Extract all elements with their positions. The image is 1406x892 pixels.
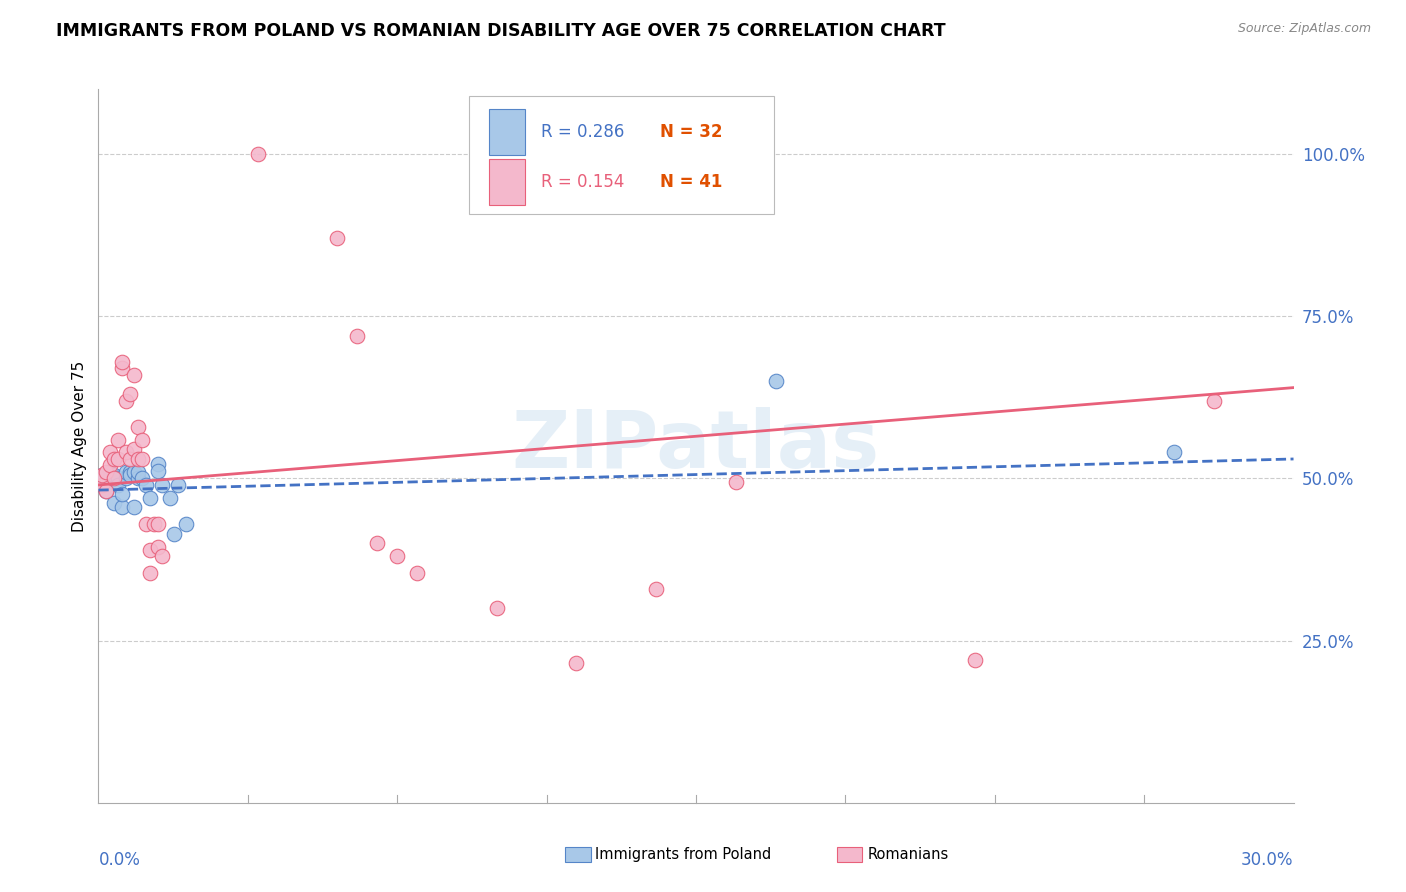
Point xyxy=(96,475,118,489)
Point xyxy=(127,471,149,485)
Point xyxy=(107,478,129,492)
Point xyxy=(120,465,142,479)
Point xyxy=(131,452,153,467)
Point xyxy=(124,500,146,514)
Point xyxy=(148,540,170,554)
Point xyxy=(96,484,118,499)
Point xyxy=(246,147,269,161)
Point xyxy=(366,536,388,550)
Point xyxy=(91,478,114,492)
FancyBboxPatch shape xyxy=(470,96,773,214)
Point xyxy=(565,657,588,671)
Point xyxy=(346,328,368,343)
Point xyxy=(124,465,146,479)
Point xyxy=(1163,445,1185,459)
Point xyxy=(107,471,129,485)
Point xyxy=(139,542,162,557)
Point xyxy=(163,526,186,541)
Text: 0.0%: 0.0% xyxy=(98,852,141,870)
Point xyxy=(645,582,668,596)
Point xyxy=(159,491,181,505)
Point xyxy=(115,445,138,459)
Point xyxy=(107,433,129,447)
Point xyxy=(111,354,134,368)
Text: Romanians: Romanians xyxy=(868,847,949,862)
Point xyxy=(127,419,149,434)
Point xyxy=(111,487,134,501)
Point xyxy=(131,471,153,485)
Point xyxy=(127,465,149,479)
Text: N = 32: N = 32 xyxy=(661,123,723,141)
Point xyxy=(167,478,190,492)
Point xyxy=(765,374,787,388)
Point xyxy=(485,601,508,615)
Point xyxy=(148,516,170,531)
Text: R = 0.286: R = 0.286 xyxy=(540,123,624,141)
Point xyxy=(120,387,142,401)
Point xyxy=(127,452,149,467)
Point xyxy=(135,516,157,531)
Text: 30.0%: 30.0% xyxy=(1241,852,1294,870)
Text: R = 0.154: R = 0.154 xyxy=(540,173,624,191)
Point xyxy=(406,566,429,580)
Text: Source: ZipAtlas.com: Source: ZipAtlas.com xyxy=(1237,22,1371,36)
Point xyxy=(174,516,197,531)
Point xyxy=(139,491,162,505)
Text: IMMIGRANTS FROM POLAND VS ROMANIAN DISABILITY AGE OVER 75 CORRELATION CHART: IMMIGRANTS FROM POLAND VS ROMANIAN DISAB… xyxy=(56,22,946,40)
Text: N = 41: N = 41 xyxy=(661,173,723,191)
Point xyxy=(143,516,166,531)
Point xyxy=(111,500,134,514)
Y-axis label: Disability Age Over 75: Disability Age Over 75 xyxy=(72,360,87,532)
Point xyxy=(91,468,114,483)
Point xyxy=(139,566,162,580)
Point xyxy=(91,478,114,492)
Point xyxy=(111,361,134,376)
Point xyxy=(100,458,122,473)
Point xyxy=(107,452,129,467)
Point xyxy=(103,452,125,467)
Point xyxy=(724,475,747,489)
Point xyxy=(148,457,170,471)
Point xyxy=(103,468,125,483)
Point xyxy=(326,231,349,245)
Point xyxy=(150,549,173,564)
Point xyxy=(115,465,138,479)
Point xyxy=(103,496,125,510)
FancyBboxPatch shape xyxy=(489,109,524,155)
Point xyxy=(148,464,170,478)
Point xyxy=(120,467,142,482)
Point xyxy=(963,653,986,667)
Point xyxy=(150,478,173,492)
Point xyxy=(115,471,138,485)
Text: Immigrants from Poland: Immigrants from Poland xyxy=(595,847,770,862)
Point xyxy=(100,471,122,485)
Point xyxy=(96,465,118,479)
Point xyxy=(115,393,138,408)
Point xyxy=(124,368,146,382)
FancyBboxPatch shape xyxy=(489,159,524,205)
Text: ZIPatlas: ZIPatlas xyxy=(512,407,880,485)
Point xyxy=(135,478,157,492)
Point xyxy=(103,471,125,485)
Point xyxy=(131,433,153,447)
Point xyxy=(385,549,409,564)
Point xyxy=(96,484,118,499)
Point xyxy=(100,445,122,459)
Point xyxy=(100,465,122,479)
Point xyxy=(124,442,146,457)
Point xyxy=(91,468,114,483)
Point xyxy=(1202,393,1225,408)
Point xyxy=(120,452,142,467)
